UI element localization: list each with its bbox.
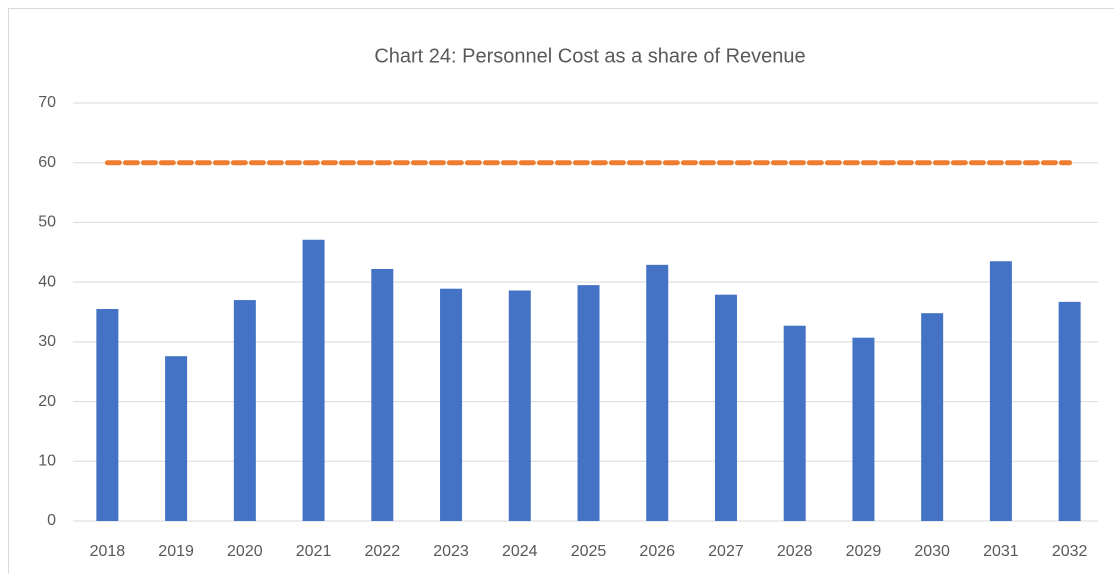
- y-tick-label: 0: [47, 512, 56, 529]
- bar: [96, 309, 119, 521]
- bar: [921, 313, 944, 521]
- y-tick-label: 60: [38, 154, 56, 171]
- bar: [852, 337, 875, 521]
- bar: [714, 294, 737, 521]
- chart-title: Chart 24: Personnel Cost as a share of R…: [374, 45, 805, 67]
- bar: [302, 239, 325, 521]
- x-tick-label: 2030: [914, 543, 950, 560]
- bar: [989, 261, 1012, 521]
- y-tick-label: 70: [38, 94, 56, 111]
- x-tick-label: 2031: [983, 543, 1019, 560]
- x-tick-label: 2020: [227, 543, 263, 560]
- x-tick-label: 2019: [158, 543, 194, 560]
- x-tick-label: 2028: [777, 543, 813, 560]
- x-tick-label: 2022: [365, 543, 401, 560]
- bar: [371, 269, 394, 521]
- bar: [440, 288, 463, 521]
- x-tick-label: 2025: [571, 543, 607, 560]
- y-tick-label: 10: [38, 453, 56, 470]
- x-tick-label: 2023: [433, 543, 469, 560]
- bar: [233, 300, 256, 521]
- bar: [508, 290, 531, 521]
- y-tick-label: 40: [38, 273, 56, 290]
- y-tick-label: 30: [38, 333, 56, 350]
- x-tick-label: 2021: [296, 543, 332, 560]
- x-tick-label: 2032: [1052, 543, 1088, 560]
- bar: [165, 356, 188, 521]
- bar: [1058, 301, 1081, 521]
- y-tick-label: 20: [38, 393, 56, 410]
- y-tick-label: 50: [38, 214, 56, 231]
- x-tick-label: 2018: [90, 543, 126, 560]
- bar: [646, 264, 669, 521]
- x-tick-label: 2024: [502, 543, 538, 560]
- bar: [783, 325, 806, 521]
- bar: [577, 285, 600, 521]
- x-tick-label: 2026: [639, 543, 675, 560]
- x-tick-label: 2027: [708, 543, 744, 560]
- x-tick-label: 2029: [846, 543, 882, 560]
